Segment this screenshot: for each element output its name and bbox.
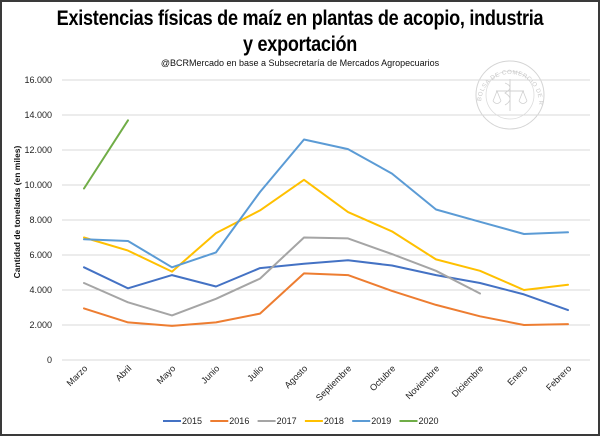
legend-item-2018: 2018 [304, 416, 344, 426]
legend-label: 2018 [324, 416, 344, 426]
y-tick-label: 12.000 [24, 145, 52, 155]
series-line-2015 [83, 259, 569, 312]
gridlines [62, 79, 590, 361]
x-axis-ticks: Marzo Abril Mayo Junio Julio Agosto Septiembre… [65, 363, 574, 403]
x-tick-label: Marzo [65, 363, 90, 388]
y-tick-label: 8.000 [29, 215, 52, 225]
series-line-2020 [83, 119, 129, 190]
seal-scales-pans-icon [492, 90, 528, 104]
y-tick-label: 0 [47, 355, 52, 365]
legend-label: 2020 [419, 416, 439, 426]
x-tick-label: Mayo [155, 363, 178, 386]
seal-text: BOLSA DE COMERCIO DE ROSARIO [0, 0, 543, 106]
legend-item-2019: 2019 [352, 416, 391, 426]
x-tick-label: Octubre [368, 363, 398, 393]
seal-serpent-icon [504, 82, 511, 106]
series-line-2018 [83, 178, 569, 291]
y-tick-label: 14.000 [24, 110, 52, 120]
series-line-2017 [83, 236, 481, 317]
legend: 2015 2016 2017 2018 2019 2020 [163, 416, 439, 426]
y-tick-label: 2.000 [29, 320, 52, 330]
chart-title-line-1: Existencias físicas de maíz en plantas d… [56, 7, 544, 30]
seal-inner-ring [485, 70, 535, 120]
x-tick-label: Julio [245, 363, 265, 383]
y-tick-label: 16.000 [24, 75, 52, 85]
y-tick-label: 10.000 [24, 180, 52, 190]
bolsa-comercio-rosario-seal: BOLSA DE COMERCIO DE ROSARIO [0, 0, 545, 130]
x-tick-label: Septiembre [314, 363, 354, 403]
legend-item-2015: 2015 [163, 416, 202, 426]
y-axis-ticks: 0 2.000 4.000 6.000 8.000 10.000 12.000 14.000 1… [24, 75, 52, 365]
legend-label: 2016 [229, 416, 249, 426]
legend-label: 2017 [277, 416, 297, 426]
x-tick-label: Junio [199, 363, 221, 385]
series-lines [83, 119, 569, 327]
chart-title-line-2: y exportación [242, 33, 358, 56]
x-tick-label: Noviembre [404, 363, 442, 401]
legend-item-2017: 2017 [257, 416, 297, 426]
y-tick-label: 4.000 [29, 285, 52, 295]
x-tick-label: Diciembre [450, 363, 486, 399]
legend-item-2016: 2016 [210, 416, 249, 426]
y-axis-label: Cantidad de toneladas (en miles) [12, 145, 22, 278]
series-line-2016 [83, 272, 569, 327]
x-tick-label: Abril [114, 363, 134, 383]
legend-item-2020: 2020 [399, 416, 439, 426]
chart-subtitle: @BCRMercado en base a Subsecretaría de M… [160, 58, 440, 68]
y-tick-label: 6.000 [29, 250, 52, 260]
legend-label: 2019 [371, 416, 391, 426]
x-tick-label: Enero [505, 363, 529, 387]
x-tick-label: Agosto [283, 363, 310, 390]
series-line-2019 [83, 138, 569, 269]
legend-label: 2015 [182, 416, 202, 426]
seal-outer-ring [475, 60, 545, 130]
x-tick-label: Febrero [544, 363, 573, 392]
